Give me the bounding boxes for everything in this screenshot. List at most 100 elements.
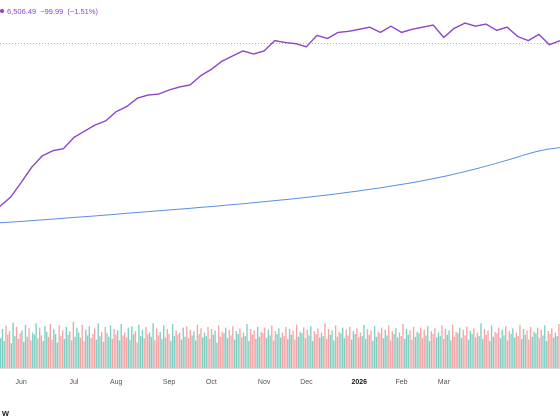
volume-bar <box>425 335 427 368</box>
volume-bar <box>177 334 179 368</box>
volume-bar <box>140 336 142 368</box>
volume-bar <box>508 331 510 368</box>
volume-bar <box>147 334 149 368</box>
volume-bar <box>372 341 374 368</box>
legend-change-pct: (−1.51%) <box>67 6 99 16</box>
volume-bar <box>414 336 417 368</box>
volume-bar <box>17 338 20 368</box>
x-tick-label: Jul <box>69 379 78 386</box>
volume-bar <box>31 332 34 368</box>
volume-bar <box>290 334 293 368</box>
x-tick-label: 2026 <box>351 379 367 386</box>
volume-bar <box>342 327 344 368</box>
volume-bar <box>70 340 73 368</box>
volume-bar <box>382 338 385 368</box>
volume-bar <box>251 334 254 368</box>
volume-bar <box>490 325 493 368</box>
volume-bar <box>515 332 518 368</box>
volume-bar <box>154 340 156 368</box>
volume-bar <box>10 343 13 368</box>
volume-bar <box>556 336 558 368</box>
volume-bar <box>333 340 335 368</box>
volume-bar <box>38 327 41 368</box>
volume-bar <box>136 342 138 368</box>
volume-bar <box>437 332 440 368</box>
volume-bar <box>400 336 402 368</box>
volume-bar <box>402 324 404 368</box>
volume-bar <box>74 336 76 368</box>
volume-bar <box>487 330 489 368</box>
volume-bar <box>157 335 160 368</box>
volume-bar <box>521 338 523 368</box>
volume-bar <box>15 326 18 368</box>
volume-bar <box>244 336 246 368</box>
volume-bar <box>72 321 75 368</box>
volume-bar <box>535 333 537 368</box>
volume-bar <box>62 330 64 368</box>
volume-bar <box>340 333 342 368</box>
volume-bar <box>361 336 363 368</box>
volume-bar <box>295 324 298 368</box>
volume-bar <box>24 324 27 368</box>
volume-bar <box>225 327 227 368</box>
volume-bar <box>207 326 209 368</box>
volume-bar <box>428 341 431 368</box>
volume-bar <box>191 335 193 368</box>
volume-bar <box>336 336 339 368</box>
legend-change: −99.99 <box>40 6 64 16</box>
volume-bar <box>363 324 365 368</box>
volume-bar <box>210 329 213 368</box>
volume-bar <box>354 333 356 368</box>
volume-bar <box>285 326 287 368</box>
volume-bar <box>46 331 48 368</box>
volume-bar <box>494 331 496 368</box>
volume-bar <box>219 336 222 368</box>
volume-bar <box>482 338 484 368</box>
volume-bar <box>187 338 190 368</box>
volume-bar <box>412 326 415 368</box>
volume-bar <box>294 339 296 368</box>
volume-bar <box>529 326 532 368</box>
volume-bar <box>246 324 248 368</box>
volume-bar <box>306 329 308 368</box>
volume-bar <box>265 338 268 368</box>
volume-bar <box>56 342 59 368</box>
volume-bar <box>260 331 262 368</box>
volume-bar <box>558 324 560 368</box>
volume-bar <box>274 331 277 368</box>
volume-bar <box>54 333 57 368</box>
volume-bar <box>327 329 330 368</box>
volume-bar <box>186 326 188 368</box>
volume-bar <box>241 337 243 368</box>
volume-bar <box>106 333 108 368</box>
volume-bar <box>324 323 326 368</box>
volume-bar <box>311 341 314 368</box>
volume-bar <box>439 336 441 368</box>
volume-bar <box>92 333 94 368</box>
volume-bar <box>478 336 480 368</box>
volume-bar <box>338 331 340 368</box>
volume-bar <box>393 333 395 368</box>
volume-bar <box>5 325 7 368</box>
volume-bar <box>462 329 464 368</box>
volume-bar <box>116 330 119 368</box>
volume-bar <box>297 336 300 368</box>
volume-bar <box>109 325 112 368</box>
x-tick-label: Nov <box>258 379 271 386</box>
volume-bar <box>299 331 301 368</box>
volume-bar <box>175 330 177 368</box>
volume-bar <box>230 335 232 368</box>
volume-bar <box>359 332 362 368</box>
volume-bar <box>329 334 331 368</box>
volume-bar <box>320 332 323 368</box>
volume-bar <box>476 332 479 368</box>
volume-bar <box>391 331 394 368</box>
volume-bar <box>120 324 122 368</box>
volume-bar <box>432 333 434 368</box>
volume-bar <box>506 340 509 368</box>
volume-bar <box>467 339 470 368</box>
volume-bar <box>129 339 131 368</box>
volume-bar <box>161 338 163 368</box>
volume-bar <box>301 333 303 368</box>
volume-bar <box>28 328 30 368</box>
